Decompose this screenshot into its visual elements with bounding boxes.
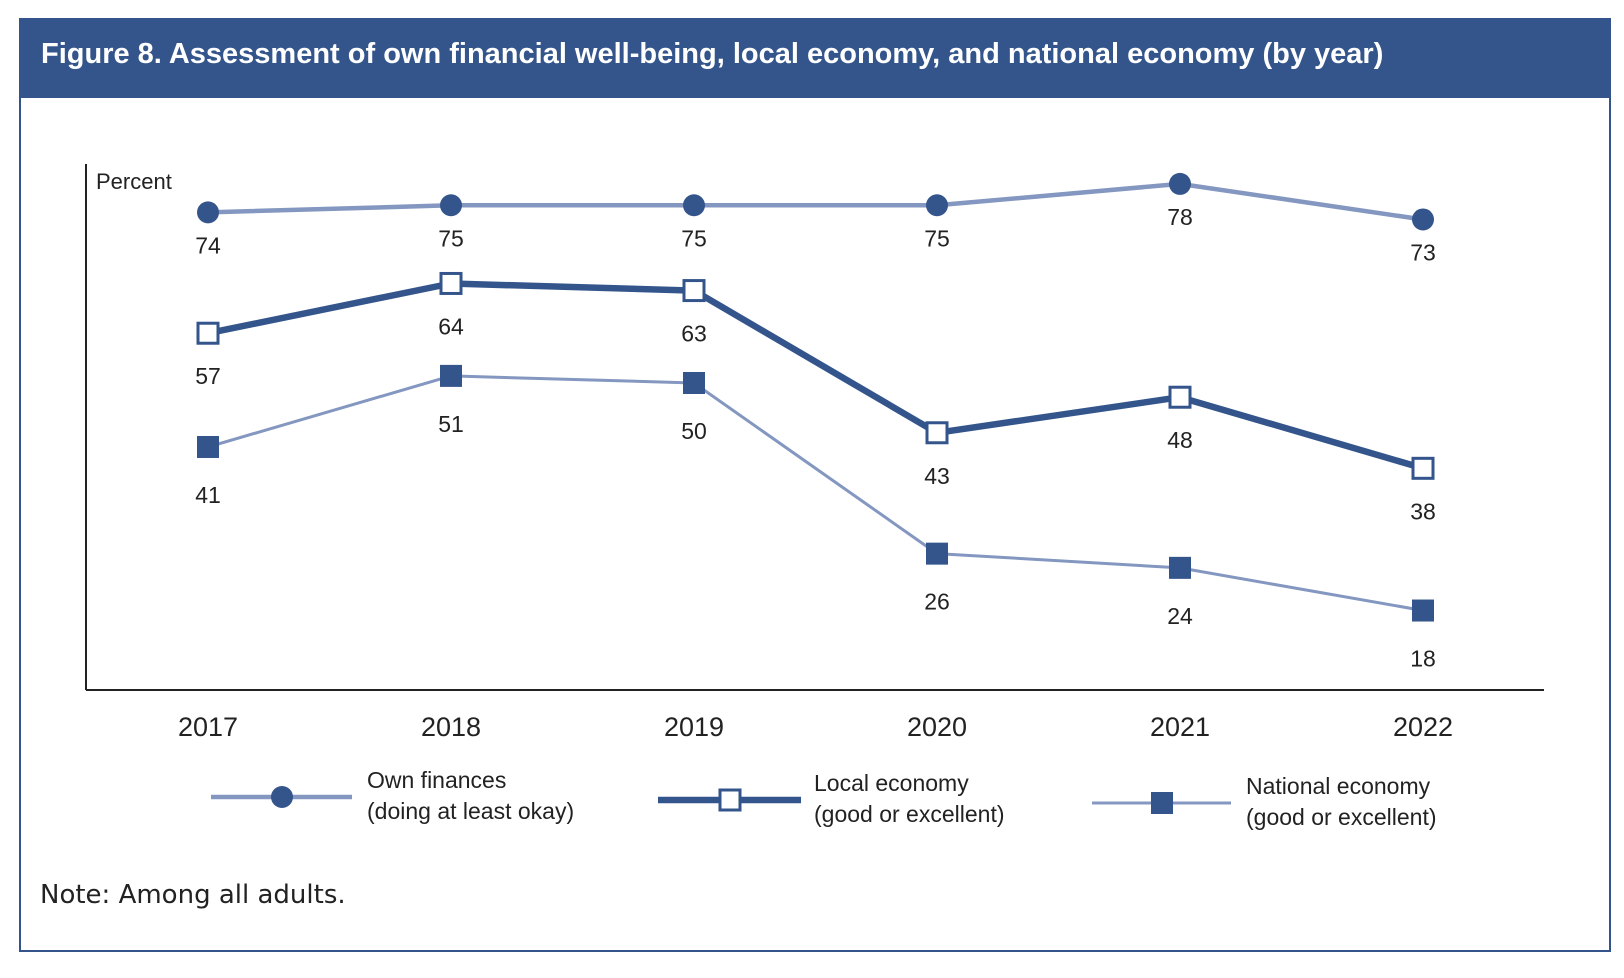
data-label: 43 bbox=[924, 463, 950, 489]
data-point bbox=[682, 279, 706, 303]
data-label: 75 bbox=[681, 225, 707, 251]
series-national-economy: 41 51 50 26 24 18 bbox=[195, 364, 1436, 672]
x-tick-labels: 2017 2018 2019 2020 2021 2022 bbox=[178, 712, 1453, 742]
axes: Percent bbox=[85, 164, 1544, 691]
figure-title: Figure 8. Assessment of own financial we… bbox=[41, 38, 1384, 70]
data-point bbox=[1169, 556, 1191, 579]
data-point bbox=[1168, 385, 1192, 409]
legend-label-line: (doing at least okay) bbox=[367, 798, 574, 824]
data-point bbox=[925, 421, 949, 445]
data-label: 57 bbox=[195, 363, 221, 389]
x-tick-label: 2021 bbox=[1150, 712, 1210, 742]
data-label: 48 bbox=[1167, 427, 1193, 453]
data-label: 18 bbox=[1410, 646, 1436, 672]
legend-marker bbox=[1151, 792, 1173, 814]
data-point bbox=[1412, 208, 1434, 231]
series-line-own-finances bbox=[207, 181, 1424, 222]
series-line-local-economy bbox=[207, 280, 1424, 472]
data-label: 41 bbox=[195, 482, 221, 508]
legend-marker bbox=[271, 786, 293, 808]
data-point bbox=[926, 194, 948, 217]
data-point bbox=[440, 194, 462, 217]
figure-note: Note: Among all adults. bbox=[40, 880, 346, 910]
x-tick-label: 2018 bbox=[421, 712, 481, 742]
data-label: 73 bbox=[1410, 239, 1436, 265]
data-label: 75 bbox=[924, 225, 950, 251]
data-point bbox=[440, 364, 462, 387]
data-point bbox=[1169, 172, 1191, 195]
legend-label-line: (good or excellent) bbox=[814, 801, 1005, 827]
legend-label-line: National economy bbox=[1246, 773, 1431, 799]
data-label: 51 bbox=[438, 411, 464, 437]
legend-label-line: Local economy bbox=[814, 770, 969, 796]
x-tick-label: 2020 bbox=[907, 712, 967, 742]
legend-marker bbox=[718, 788, 742, 812]
data-point bbox=[197, 435, 219, 458]
series-local-economy: 57 64 63 43 48 38 bbox=[195, 271, 1436, 524]
series-layer: 74 75 75 75 78 73 57 64 63 43 48 38 41 51 50 26 24 18 bbox=[195, 172, 1436, 672]
data-point bbox=[1411, 456, 1435, 480]
legend-item-local-economy: Local economy (good or excellent) bbox=[658, 770, 1005, 827]
data-point bbox=[926, 542, 948, 565]
data-label: 24 bbox=[1167, 603, 1193, 629]
data-point bbox=[683, 372, 705, 394]
data-label: 74 bbox=[195, 232, 221, 258]
data-point bbox=[439, 271, 463, 295]
data-label: 38 bbox=[1410, 498, 1436, 524]
data-label: 50 bbox=[681, 418, 707, 444]
series-line-national-economy bbox=[207, 374, 1424, 612]
data-label: 78 bbox=[1167, 204, 1193, 230]
x-tick-label: 2019 bbox=[664, 712, 724, 742]
legend-label-line: Own finances bbox=[367, 767, 506, 793]
y-axis-title: Percent bbox=[96, 169, 172, 194]
legend: Own finances (doing at least okay) Local e… bbox=[211, 767, 1437, 830]
data-point bbox=[1412, 599, 1434, 622]
data-label: 26 bbox=[924, 589, 950, 615]
data-point bbox=[197, 201, 219, 224]
data-label: 64 bbox=[438, 313, 464, 339]
data-point bbox=[196, 321, 220, 345]
series-own-finances: 74 75 75 75 78 73 bbox=[195, 172, 1436, 265]
x-tick-label: 2022 bbox=[1393, 712, 1453, 742]
legend-label-line: (good or excellent) bbox=[1246, 804, 1437, 830]
data-point bbox=[683, 194, 705, 217]
legend-item-own-finances: Own finances (doing at least okay) bbox=[211, 767, 574, 824]
data-label: 63 bbox=[681, 321, 707, 347]
x-tick-label: 2017 bbox=[178, 712, 238, 742]
figure-title-bar: Figure 8. Assessment of own financial we… bbox=[21, 20, 1609, 98]
legend-item-national-economy: National economy (good or excellent) bbox=[1092, 773, 1437, 830]
data-label: 75 bbox=[438, 225, 464, 251]
